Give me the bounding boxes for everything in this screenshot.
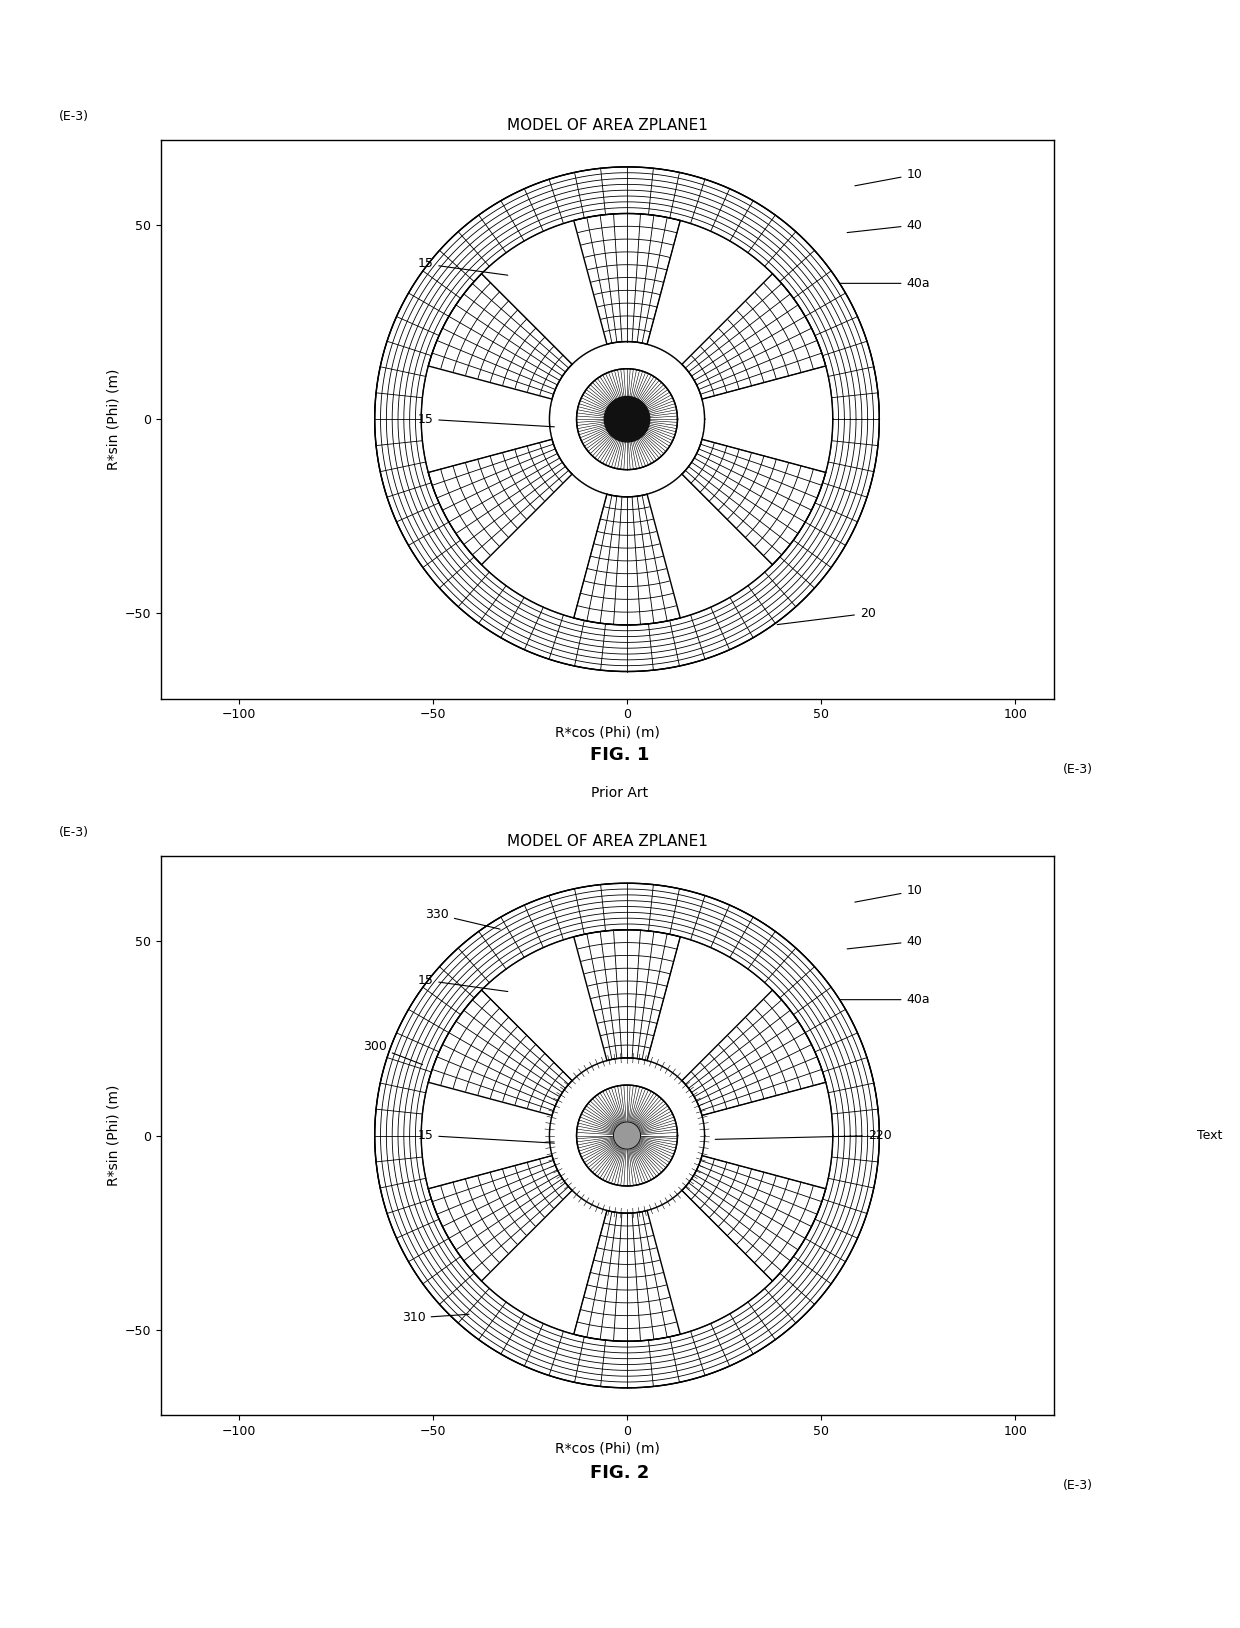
Text: Prior Art: Prior Art [591,786,649,799]
X-axis label: R*cos (Phi) (m): R*cos (Phi) (m) [556,1442,660,1455]
Polygon shape [481,220,606,365]
Polygon shape [647,474,773,619]
Text: 300: 300 [363,1040,423,1065]
Text: 10: 10 [854,884,923,902]
Text: 310: 310 [402,1312,469,1325]
Text: 15: 15 [418,1130,554,1143]
Text: 20: 20 [777,607,875,625]
Circle shape [604,397,650,441]
Circle shape [614,1122,641,1149]
Polygon shape [647,936,773,1081]
Text: 40a: 40a [839,277,930,290]
Text: Text: Text [1197,1130,1223,1141]
Text: FIG. 1: FIG. 1 [590,746,650,765]
Title: MODEL OF AREA ZPLANE1: MODEL OF AREA ZPLANE1 [507,117,708,133]
Polygon shape [481,1190,606,1335]
Polygon shape [702,366,833,472]
X-axis label: R*cos (Phi) (m): R*cos (Phi) (m) [556,726,660,739]
Title: MODEL OF AREA ZPLANE1: MODEL OF AREA ZPLANE1 [507,834,708,850]
Text: 40a: 40a [839,993,930,1006]
Text: (E-3): (E-3) [1063,1480,1092,1493]
Text: 15: 15 [418,257,508,275]
Y-axis label: R*sin (Phi) (m): R*sin (Phi) (m) [107,368,120,470]
Text: 220: 220 [715,1130,892,1141]
Polygon shape [549,342,704,497]
Polygon shape [422,1083,552,1188]
Text: 40: 40 [847,218,923,233]
Polygon shape [647,1190,773,1335]
Text: 15: 15 [418,974,508,991]
Polygon shape [481,936,606,1081]
Polygon shape [422,366,552,472]
Polygon shape [481,474,606,619]
Text: 10: 10 [854,168,923,186]
Text: 40: 40 [847,934,923,949]
Text: 330: 330 [425,908,500,930]
Text: (E-3): (E-3) [58,111,88,124]
Text: 15: 15 [418,414,554,427]
Y-axis label: R*sin (Phi) (m): R*sin (Phi) (m) [107,1084,120,1187]
Polygon shape [647,220,773,365]
Polygon shape [702,1083,833,1188]
Text: (E-3): (E-3) [58,827,88,840]
Text: FIG. 2: FIG. 2 [590,1464,650,1483]
Polygon shape [549,1058,704,1213]
Text: (E-3): (E-3) [1063,764,1092,777]
